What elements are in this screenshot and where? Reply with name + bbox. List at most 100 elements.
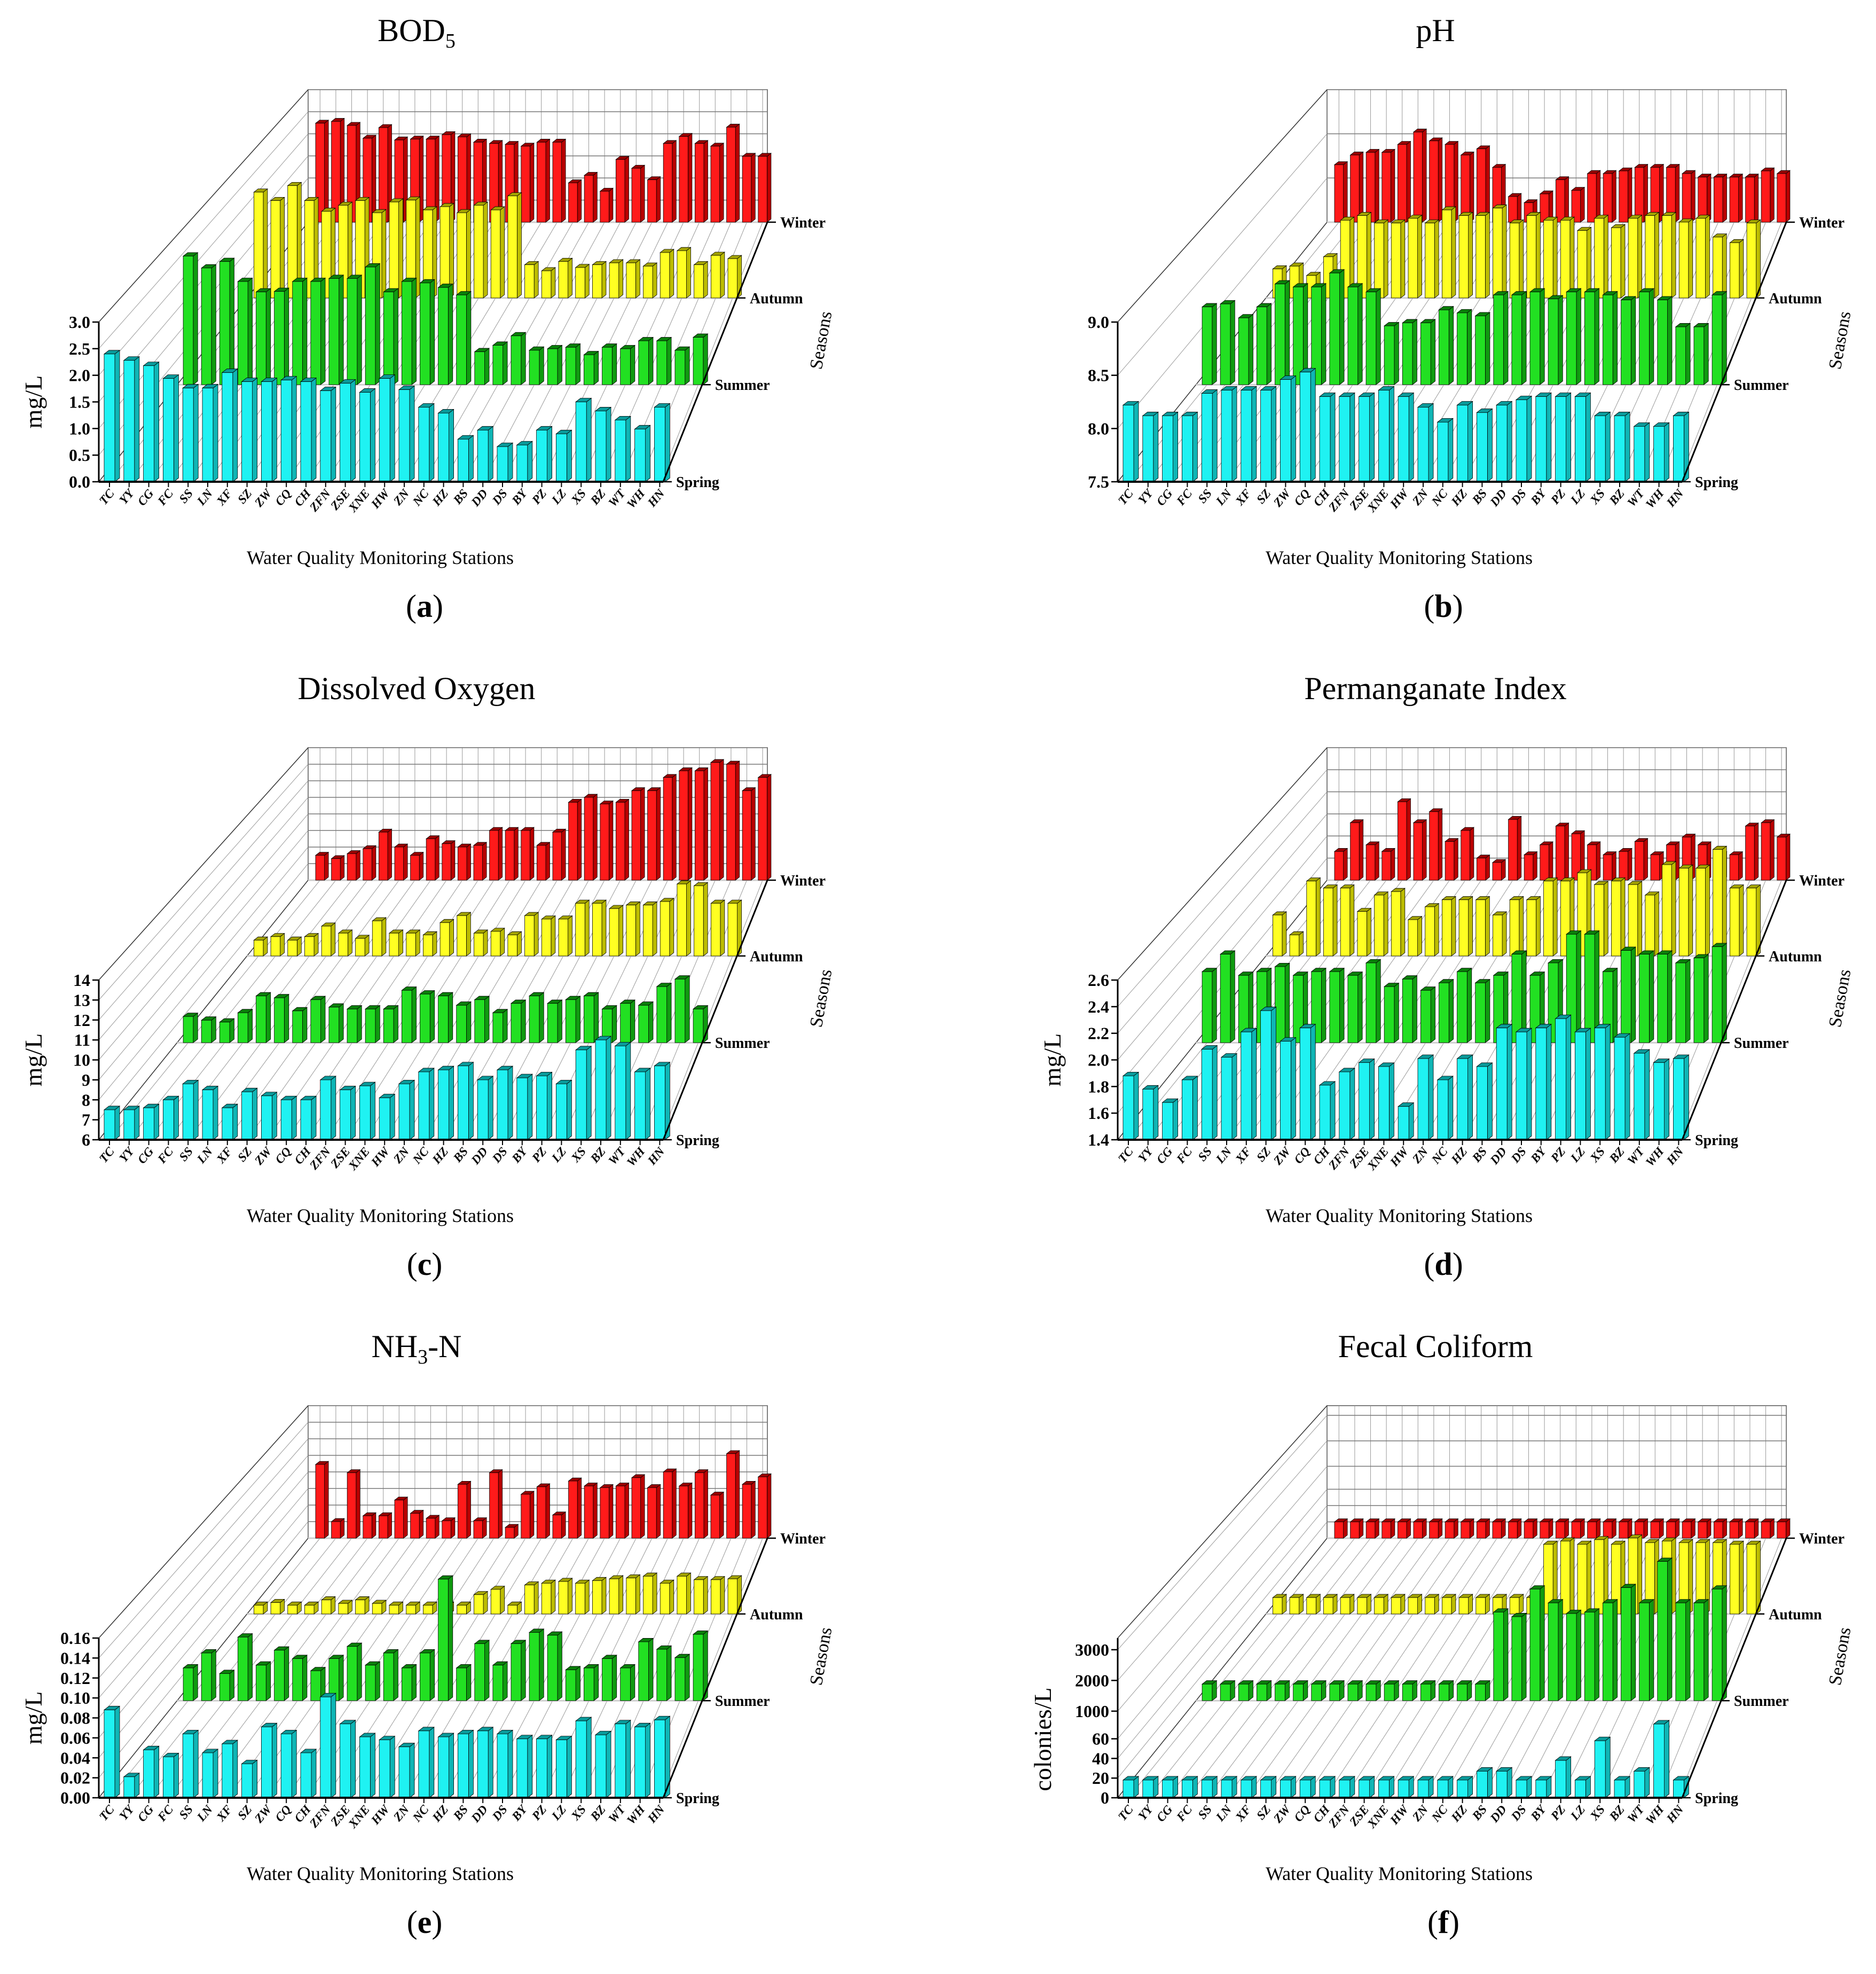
- bar-side: [527, 441, 533, 482]
- bar-front: [1492, 862, 1502, 881]
- bar-winter-xne: [1539, 841, 1554, 881]
- bar-side: [586, 1045, 592, 1140]
- bar-front: [347, 853, 357, 881]
- floor-gridline: [1167, 1538, 1371, 1798]
- floor-gridline: [659, 1538, 763, 1798]
- bar-side: [311, 1095, 317, 1140]
- bar-front: [1524, 1522, 1534, 1539]
- bar-side: [521, 999, 526, 1044]
- bar-side: [311, 377, 317, 482]
- chart-title: pH: [1249, 12, 1622, 49]
- station-label: FC: [1174, 1803, 1195, 1824]
- season-label: Spring: [1695, 1132, 1738, 1149]
- bar-winter-xne: [520, 1491, 535, 1539]
- bar-summer-ss: [1274, 280, 1290, 386]
- bar-side: [640, 164, 645, 223]
- bar-front: [287, 939, 297, 957]
- bar-autumn-yy: [270, 197, 285, 299]
- bar-autumn-hz: [541, 267, 556, 299]
- bar-side: [1487, 1062, 1493, 1140]
- series-summer: [182, 975, 709, 1044]
- bar-front: [1441, 209, 1452, 299]
- panel-nh3-n: NH3-N 0.00 0.02 0.04 0.06 0.08 0.10 0.12 0.14 0.…: [0, 1316, 854, 1974]
- bar-summer-ss: [255, 1661, 271, 1702]
- bar-side: [1659, 1518, 1664, 1539]
- bar-spring-sz: [241, 377, 258, 482]
- season-label: Summer: [1734, 1035, 1789, 1052]
- bar-front: [123, 1109, 135, 1140]
- bar-side: [503, 341, 508, 386]
- bar-front: [1420, 990, 1431, 1043]
- bar-side: [530, 827, 535, 881]
- side-wall-tick-line: [98, 1471, 309, 1718]
- bar-side: [533, 261, 539, 299]
- bar-summer-ln: [1292, 1680, 1308, 1702]
- bar-front: [1365, 962, 1377, 1043]
- side-wall-tick-line: [98, 764, 309, 1000]
- bar-front: [1745, 177, 1755, 223]
- bar-side: [252, 1759, 258, 1798]
- station-label: LN: [1213, 486, 1234, 508]
- bar-front: [1560, 1540, 1571, 1615]
- bar-side: [1704, 323, 1709, 386]
- bar-winter-pz: [1682, 170, 1696, 223]
- bar-summer-hz: [492, 1008, 508, 1044]
- bar-front: [365, 1665, 376, 1701]
- bar-front: [401, 281, 412, 385]
- bar-autumn-fc: [304, 933, 319, 957]
- bar-winter-hw: [1555, 822, 1569, 881]
- bar-summer-hn: [692, 1630, 709, 1702]
- bar-side: [1643, 163, 1648, 223]
- bar-spring-ch: [1318, 1776, 1336, 1798]
- bar-side: [154, 1103, 160, 1140]
- bar-side: [1173, 1098, 1179, 1140]
- station-label: LZ: [1567, 487, 1588, 507]
- bar-spring-wh: [1653, 422, 1670, 482]
- bar-summer-by: [565, 343, 581, 386]
- bar-spring-pz: [1555, 392, 1572, 482]
- bar-side: [547, 1071, 552, 1140]
- bar-front: [202, 1090, 214, 1140]
- bar-side: [284, 1646, 289, 1702]
- bar-side: [1643, 1518, 1648, 1539]
- bar-autumn-dd: [575, 899, 590, 957]
- bar-side: [1540, 288, 1545, 386]
- bar-side: [593, 794, 598, 881]
- bar-summer-sz: [1329, 967, 1345, 1044]
- station-label: FC: [1174, 487, 1195, 508]
- station-label: SZ: [1254, 1803, 1273, 1822]
- bar-autumn-wh: [710, 1576, 726, 1615]
- bar-front: [1516, 400, 1527, 482]
- bar-front: [727, 258, 738, 299]
- bar-summer-lz: [1620, 296, 1636, 386]
- bar-winter-hn: [1776, 170, 1791, 223]
- bar-side: [213, 383, 218, 482]
- bar-front: [584, 1667, 594, 1701]
- bar-front: [456, 294, 467, 385]
- bar-autumn-tc: [253, 188, 269, 299]
- bar-winter-ss: [1397, 140, 1411, 223]
- station-label: ZN: [1409, 1144, 1431, 1166]
- bar-winter-yy: [1349, 151, 1364, 223]
- bar-side: [1738, 851, 1743, 881]
- panel-letter: c: [417, 1247, 432, 1282]
- bar-side: [247, 1633, 253, 1702]
- bar-side: [339, 275, 344, 386]
- bar-side: [370, 1082, 375, 1140]
- bar-side: [1251, 386, 1257, 482]
- bar-front: [489, 1472, 499, 1539]
- bar-spring-ln: [1220, 1776, 1238, 1798]
- y-tick-label: 9.0: [1088, 312, 1109, 332]
- bar-winter-bz: [1729, 851, 1744, 881]
- bar-side: [1359, 1518, 1364, 1539]
- bar-side: [482, 842, 487, 881]
- bar-summer-xs: [619, 1664, 635, 1702]
- bar-summer-bs: [1529, 1585, 1545, 1702]
- bar-front: [1475, 316, 1486, 385]
- bar-front: [1425, 1597, 1435, 1615]
- bar-front: [1509, 899, 1520, 957]
- bar-front: [492, 1665, 504, 1701]
- bar-side: [324, 120, 329, 223]
- bar-front: [695, 1472, 704, 1539]
- station-label: DD: [468, 487, 490, 510]
